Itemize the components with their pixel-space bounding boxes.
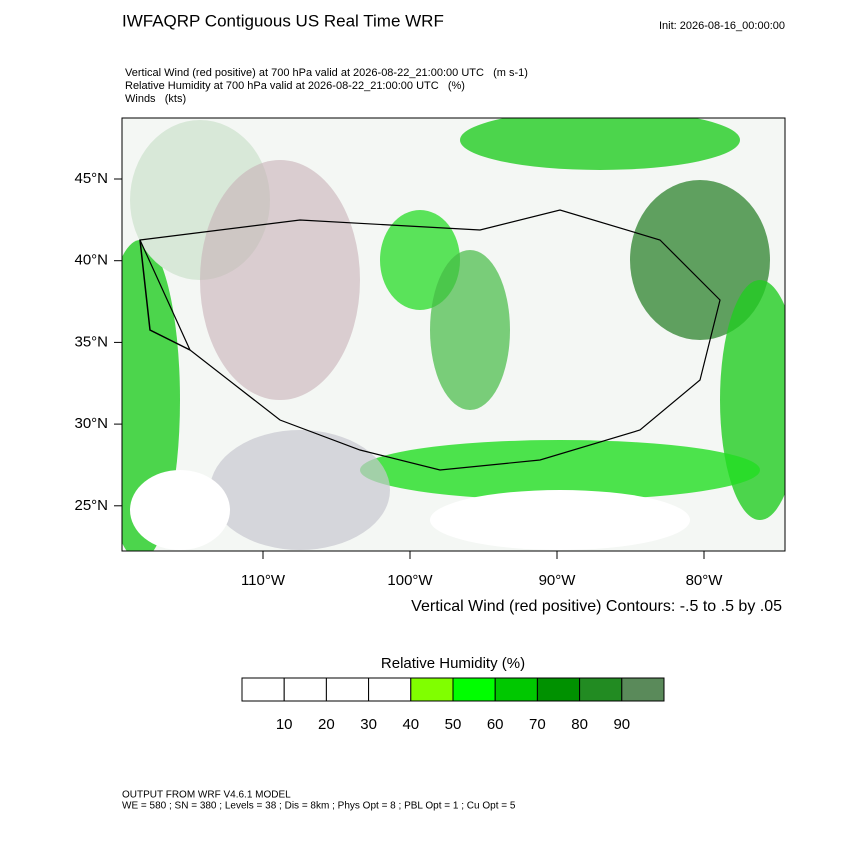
field-line: Vertical Wind (red positive) at 700 hPa … [125, 67, 528, 79]
lat-label: 30°N [74, 415, 108, 432]
colorbar-box [283, 677, 327, 702]
colorbar-box [494, 677, 538, 702]
init-time: Init: 2026-08-16_00:00:00 [659, 20, 785, 32]
lat-label: 40°N [74, 252, 108, 269]
lon-label: 80°W [686, 572, 724, 589]
footer-line: OUTPUT FROM WRF V4.6.1 MODEL [122, 790, 291, 801]
colorbar-label: 10 [276, 716, 293, 733]
lon-label: 90°W [539, 572, 577, 589]
colorbar-label: 40 [402, 716, 419, 733]
colorbar-box [621, 677, 665, 702]
colorbar: 10 20 30 40 50 60 70 80 90 [241, 677, 665, 733]
lat-label: 25°N [74, 497, 108, 514]
colorbar-box [579, 677, 623, 702]
colorbar-label: 80 [571, 716, 588, 733]
colorbar-label: 50 [445, 716, 462, 733]
colorbar-box [325, 677, 370, 702]
lon-label: 110°W [241, 572, 286, 589]
map [121, 117, 786, 552]
colorbar-label: 70 [529, 716, 546, 733]
contour-note: Vertical Wind (red positive) Contours: -… [411, 598, 782, 615]
colorbar-label: 90 [613, 716, 630, 733]
colorbar-label: 20 [318, 716, 335, 733]
lat-label: 45°N [74, 170, 108, 187]
colorbar-label: 60 [487, 716, 504, 733]
lon-label: 100°W [387, 572, 433, 589]
field-line: Relative Humidity at 700 hPa valid at 20… [125, 80, 465, 92]
colorbar-box [536, 677, 581, 702]
colorbar-box [410, 677, 454, 702]
colorbar-box [241, 677, 285, 702]
lat-label: 35°N [74, 333, 108, 350]
colorbar-box [368, 677, 412, 702]
title: IWFAQRP Contiguous US Real Time WRF [122, 11, 444, 30]
field-line: Winds (kts) [125, 93, 186, 105]
footer-line: WE = 580 ; SN = 380 ; Levels = 38 ; Dis … [122, 801, 516, 812]
colorbar-label: 30 [360, 716, 377, 733]
colorbar-title: Relative Humidity (%) [381, 655, 525, 672]
colorbar-box [452, 677, 496, 702]
